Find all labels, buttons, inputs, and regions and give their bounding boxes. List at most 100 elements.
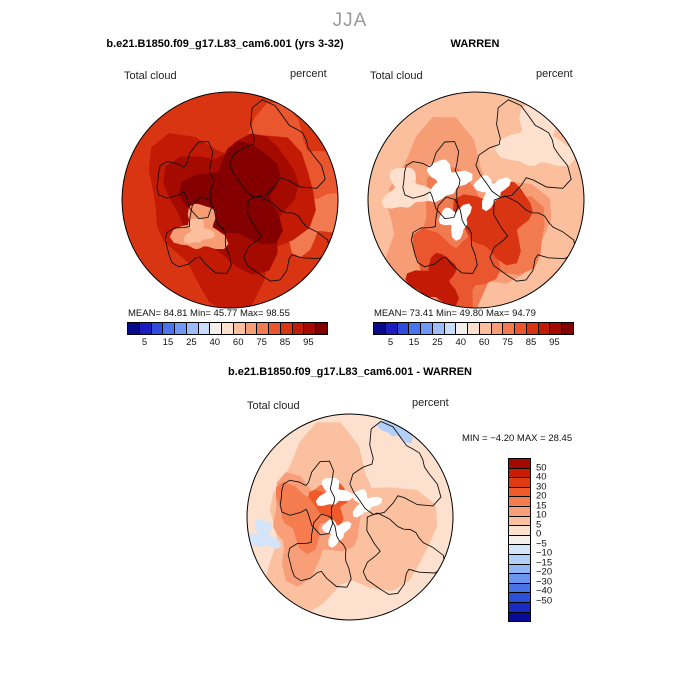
panel-1-colorbar-swatch (222, 323, 234, 334)
panel-1-colorbar-swatch (280, 323, 293, 334)
diff-colorbar-tick-label: 0 (536, 528, 542, 540)
season-title: JJA (332, 10, 368, 31)
panel-2-colorbar (373, 322, 574, 335)
diff-colorbar (508, 458, 531, 622)
panel-1-colorbar-swatch (139, 323, 152, 334)
panel-1-colorbar-swatch (292, 323, 305, 334)
panel-2-colorbar-swatch (503, 323, 516, 334)
panel-2-colorbar-swatch (562, 323, 574, 334)
panel-1-colorbar-swatch (304, 323, 317, 334)
panel-2-colorbar-tick-label: 75 (502, 337, 513, 348)
panel-1-colorbar-tick-label: 25 (186, 337, 197, 348)
panel-1-variable: Total cloud (124, 70, 177, 82)
diff-colorbar-swatch (509, 526, 530, 536)
panel-2-colorbar-tick-label: 15 (408, 337, 420, 348)
panel-2-colorbar-swatch (385, 323, 398, 334)
panel-1-colorbar-swatch (186, 323, 199, 334)
panel-2-colorbar-swatch (491, 323, 504, 334)
diff-colorbar-swatch (509, 487, 530, 498)
panel-1-title: b.e21.B1850.f09_g17.L83_cam6.001 (yrs 3-… (106, 38, 344, 50)
diff-colorbar-swatch (509, 554, 530, 565)
diff-colorbar-tick-label: 15 (536, 500, 547, 512)
panel-2-colorbar-swatch (468, 323, 480, 334)
panel-2-colorbar-tick-label: 60 (478, 337, 490, 348)
panel-2-colorbar-tick-label: 40 (455, 337, 467, 348)
diff-panel-title: b.e21.B1850.f09_g17.L83_cam6.001 - WARRE… (228, 366, 472, 378)
panel-2-colorbar-swatch (538, 323, 551, 334)
panel-1-colorbar-tick-label: 60 (232, 337, 244, 348)
diff-colorbar-tick-label: 40 (536, 471, 547, 483)
panel-2-colorbar-tick-label: 25 (432, 337, 443, 348)
panel-1-colorbar-tick-label: 5 (141, 337, 148, 348)
diff-colorbar-tick-label: −30 (536, 576, 553, 588)
panel-2-stats: MEAN= 73.41 Min= 49.80 Max= 94.79 (374, 308, 536, 319)
diff-colorbar-tick-label: −20 (536, 566, 553, 578)
panel-2-colorbar-tick-label: 95 (549, 337, 560, 348)
panel-2-colorbar-swatch (374, 323, 386, 334)
panel-1-colorbar-tick-label: 15 (162, 337, 174, 348)
diff-panel-polar-map (246, 413, 454, 621)
diff-colorbar-tick-label: −40 (536, 585, 553, 597)
panel-1-colorbar-swatch (257, 323, 270, 334)
panel-1-colorbar-swatch (175, 323, 187, 334)
diff-colorbar-swatch (509, 506, 530, 517)
diff-colorbar-swatch (509, 583, 530, 594)
panel-1-colorbar-swatch (316, 323, 328, 334)
diff-colorbar-tick-label: 30 (536, 481, 547, 493)
diff-colorbar-tick-label: 10 (536, 509, 547, 521)
panel-2-polar-map (367, 91, 585, 309)
diff-panel-variable: Total cloud (247, 400, 300, 412)
panel-1-colorbar-tick-label: 40 (209, 337, 221, 348)
diff-panel-units: percent (412, 397, 449, 409)
panel-2-colorbar-swatch (444, 323, 457, 334)
diff-colorbar-tick-label: 20 (536, 490, 547, 502)
diff-colorbar-swatch (509, 478, 530, 488)
diff-colorbar-swatch (509, 516, 530, 527)
panel-1-colorbar-tick-label: 95 (303, 337, 314, 348)
panel-2-colorbar-swatch (526, 323, 539, 334)
panel-1-colorbar-swatch (151, 323, 164, 334)
diff-colorbar-tick-label: 50 (536, 462, 547, 474)
diff-colorbar-tick-label: −5 (536, 538, 547, 550)
diff-colorbar-tick-label: −10 (536, 547, 553, 559)
panel-1-colorbar-swatch (128, 323, 140, 334)
panel-1-colorbar-swatch (233, 323, 246, 334)
panel-1-colorbar-swatch (269, 323, 281, 334)
panel-2-colorbar-swatch (409, 323, 422, 334)
diff-panel-stats: MIN = −4.20 MAX = 28.45 (462, 433, 573, 444)
panel-2-colorbar-swatch (479, 323, 492, 334)
diff-colorbar-swatch (509, 468, 530, 479)
diff-colorbar-swatch (509, 545, 530, 555)
panel-2-colorbar-swatch (432, 323, 445, 334)
diff-colorbar-swatch (509, 535, 530, 546)
panel-2-colorbar-tick-label: 85 (525, 337, 537, 348)
diff-colorbar-swatch (509, 564, 530, 575)
panel-2-colorbar-swatch (456, 323, 469, 334)
panel-2-units: percent (536, 68, 573, 80)
diff-colorbar-swatch (509, 497, 530, 507)
diff-colorbar-swatch (509, 593, 530, 603)
diff-colorbar-tick-label: −15 (536, 557, 553, 569)
panel-1-colorbar (127, 322, 328, 335)
panel-1-polar-map (121, 91, 339, 309)
panel-2-colorbar-labels: 5 15 25 40 60 75 85 95 (373, 337, 572, 349)
diff-colorbar-swatch (509, 574, 530, 584)
panel-2-colorbar-swatch (421, 323, 433, 334)
panel-2-colorbar-tick-label: 5 (387, 337, 394, 348)
diff-colorbar-swatch (509, 459, 530, 469)
panel-1-colorbar-swatch (163, 323, 176, 334)
panel-1-stats: MEAN= 84.81 Min= 45.77 Max= 98.55 (128, 308, 290, 319)
diff-colorbar-labels: 50 40 30 20 15 10 5 0 −5 −10 −15 −20 −30 −40 −50 (536, 458, 576, 620)
panel-2-colorbar-swatch (515, 323, 527, 334)
diff-colorbar-swatch (509, 612, 530, 622)
panel-1-colorbar-swatch (245, 323, 258, 334)
panel-1-colorbar-labels: 5 15 25 40 60 75 85 95 (127, 337, 326, 349)
diff-colorbar-tick-label: 5 (536, 519, 542, 531)
panel-1-colorbar-swatch (210, 323, 223, 334)
diff-colorbar-swatch (509, 602, 530, 613)
panel-2-title: WARREN (450, 38, 500, 50)
panel-1-units: percent (290, 68, 327, 80)
panel-1-colorbar-swatch (198, 323, 211, 334)
panel-1-colorbar-tick-label: 75 (256, 337, 267, 348)
panel-2-colorbar-swatch (397, 323, 410, 334)
